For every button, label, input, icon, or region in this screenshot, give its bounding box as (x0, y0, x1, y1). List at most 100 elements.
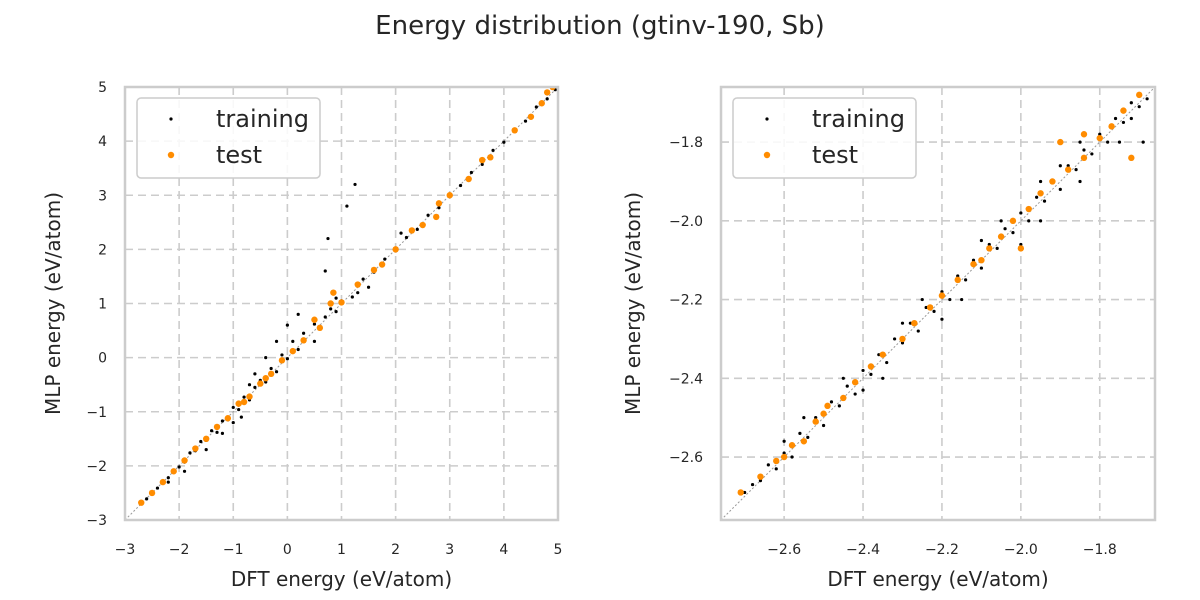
x-tick-label: 5 (554, 542, 563, 558)
training-point (361, 277, 365, 281)
training-point (1090, 152, 1094, 156)
y-axis-label: MLP energy (eV/atom) (621, 192, 645, 415)
legend-label-training: training (812, 105, 905, 133)
training-point (1038, 219, 1043, 223)
training-point (1141, 140, 1145, 144)
right-scatter-panel: −2.6 −2.4 −2.2 −2.0 −1.8 −2.6 −2.4 −2.2 −2.0 −1.8… (621, 85, 1157, 591)
test-point (433, 213, 440, 221)
test-point (192, 445, 199, 452)
training-point (323, 269, 327, 273)
test-point (820, 410, 827, 417)
training-point (399, 231, 403, 235)
test-point (824, 402, 831, 410)
training-point (995, 246, 999, 250)
training-point (829, 400, 834, 404)
training-point (1082, 148, 1086, 152)
test-point (479, 156, 486, 164)
training-point (534, 105, 538, 109)
training-point (366, 285, 371, 289)
training-point (502, 140, 506, 144)
training-point (798, 431, 802, 435)
training-point (1003, 227, 1007, 231)
training-point (1027, 219, 1031, 223)
y-tick-label: −2.0 (669, 214, 703, 230)
test-point (1017, 245, 1025, 252)
test-point (392, 246, 399, 253)
training-point (383, 257, 387, 261)
training-point (743, 490, 747, 495)
training-point (220, 419, 225, 423)
training-point (215, 430, 219, 434)
test-point (278, 357, 286, 364)
training-point (264, 356, 268, 360)
training-point (1035, 195, 1039, 199)
training-point (1058, 187, 1062, 191)
training-point (280, 353, 284, 357)
training-point (1129, 116, 1133, 121)
training-point (1078, 140, 1082, 144)
training-point (932, 309, 936, 313)
training-point (145, 497, 149, 501)
training-point (1129, 101, 1133, 105)
test-point (1049, 178, 1056, 185)
training-point (1113, 116, 1118, 121)
test-point (170, 468, 177, 475)
training-point (782, 451, 786, 455)
legend-label-test: test (812, 141, 858, 169)
test-point (879, 351, 886, 358)
x-axis-label: DFT energy (eV/atom) (827, 567, 1048, 591)
training-point (469, 170, 473, 175)
training-point (948, 297, 952, 302)
training-point (1137, 105, 1141, 109)
training-point (924, 305, 928, 310)
axes-frame (719, 85, 1157, 522)
x-tick-label: −2.0 (1004, 542, 1038, 558)
training-point (1121, 120, 1126, 125)
legend-box (136, 97, 321, 179)
legend-label-training: training (216, 105, 309, 133)
training-point (750, 482, 755, 487)
training-point (199, 439, 203, 444)
test-point (1025, 205, 1032, 213)
training-point (853, 392, 857, 396)
test-point (327, 300, 334, 307)
training-point (1145, 97, 1149, 101)
y-tick-label: −2.4 (669, 371, 703, 387)
training-point (188, 451, 192, 455)
y-tick-label: 5 (98, 80, 107, 96)
training-point (231, 405, 235, 410)
training-point (426, 213, 430, 217)
test-point (812, 418, 819, 425)
x-tick-label: 0 (283, 542, 292, 558)
test-point (235, 400, 242, 407)
training-point (274, 339, 279, 343)
y-tick-label: −3 (86, 513, 107, 529)
test-point (446, 192, 453, 199)
training-point (900, 321, 905, 325)
test-point (1065, 166, 1072, 173)
test-point (246, 393, 253, 400)
left-scatter-panel: −3 −2 −1 0 1 2 3 4 5 −3 −2 −1 0 1 2 3 4 5 DFT energy (eV/a… (41, 80, 562, 591)
training-point (356, 291, 360, 295)
training-point (841, 376, 845, 380)
y-tick-label: 0 (98, 351, 107, 367)
test-point (148, 489, 156, 497)
test-point (737, 489, 744, 496)
x-tick-label: −2.6 (767, 542, 801, 558)
training-point (821, 423, 826, 428)
training-point (302, 331, 306, 335)
test-point (267, 370, 275, 378)
training-point (1038, 179, 1043, 184)
training-point (893, 337, 897, 341)
training-point (916, 329, 920, 333)
x-tick-label: 3 (445, 542, 454, 558)
test-point (408, 227, 416, 234)
test-point (435, 200, 443, 207)
training-point (166, 480, 170, 484)
training-point (837, 404, 841, 408)
test-point (970, 260, 977, 268)
axes-frame (123, 85, 560, 522)
training-point (766, 463, 770, 467)
training-point (885, 360, 889, 365)
